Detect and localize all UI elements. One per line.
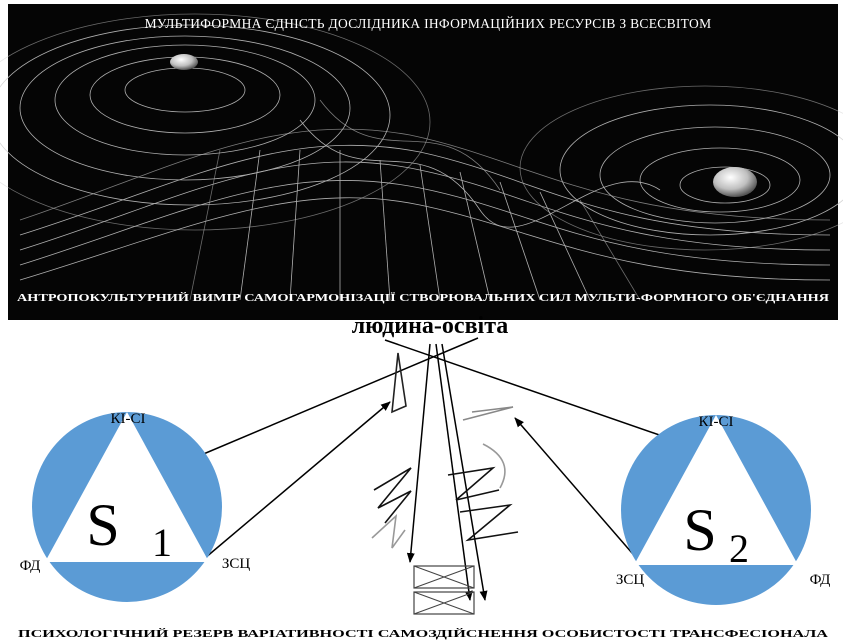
arrow-center-down-middle <box>435 343 473 601</box>
s2-top-label: КІ-СІ <box>699 414 734 430</box>
sketch-shapes <box>371 352 519 615</box>
arrow-s1-right-to-center <box>204 401 391 559</box>
s1-triangle <box>45 412 209 562</box>
cosmic-banner: МУЛЬТИФОРМНА ЄДНІСТЬ ДОСЛІДНИКА ІНФОРМАЦ… <box>0 4 843 320</box>
footer-caption: ПСИХОЛОГІЧНИЙ РЕЗЕРВ ВАРІАТИВНОСТІ САМОЗ… <box>18 628 828 640</box>
sketch-thin-triangle <box>391 352 407 414</box>
s1-right-label: ЗСЦ <box>222 556 251 572</box>
arrow-center-to-s1-top <box>193 337 479 459</box>
arrow-center-to-s2-top <box>384 339 698 449</box>
sketch-box-upper <box>413 565 475 589</box>
s1-top-label: КІ-СІ <box>111 411 146 427</box>
sketch-gray-triangle <box>462 406 514 421</box>
right-sphere <box>713 167 757 197</box>
banner-grid-artwork <box>0 13 843 301</box>
banner-background <box>8 4 838 320</box>
sketch-box-upper-cross <box>413 565 475 589</box>
s2-subscript: 2 <box>729 526 749 571</box>
sketch-zigzag-right <box>447 466 500 501</box>
banner-bottom-title: АНТРОПОКУЛЬТУРНИЙ ВИМІР САМОГАРМОНІЗАЦІЇ… <box>17 291 830 304</box>
sketch-box-lower-cross <box>413 591 475 615</box>
system-s2: S 2 КІ-СІ ЗСЦ ФД <box>616 414 831 605</box>
connection-arrows <box>193 337 698 601</box>
sketch-zigzag-left <box>373 467 412 524</box>
system-s1: S 1 КІ-СІ ФД ЗСЦ <box>20 411 251 602</box>
s2-right-label: ФД <box>810 572 831 588</box>
s2-left-label: ЗСЦ <box>616 572 645 588</box>
s1-symbol: S <box>86 492 119 558</box>
center-node-label: людина-освіта <box>352 313 509 339</box>
s2-triangle <box>634 415 798 565</box>
s1-left-label: ФД <box>20 558 41 574</box>
s2-symbol: S <box>683 497 716 563</box>
left-sphere <box>170 54 198 70</box>
arrow-center-down-left <box>406 343 431 563</box>
sketch-gray-arc <box>482 443 506 489</box>
s1-subscript: 1 <box>152 520 172 565</box>
banner-top-title: МУЛЬТИФОРМНА ЄДНІСТЬ ДОСЛІДНИКА ІНФОРМАЦ… <box>145 16 712 31</box>
sketch-gray-bolt <box>371 513 406 549</box>
arrow-s2-left-to-center <box>514 417 646 569</box>
sketch-zigzag-bottom <box>459 503 519 542</box>
sketch-box-lower <box>413 591 475 615</box>
